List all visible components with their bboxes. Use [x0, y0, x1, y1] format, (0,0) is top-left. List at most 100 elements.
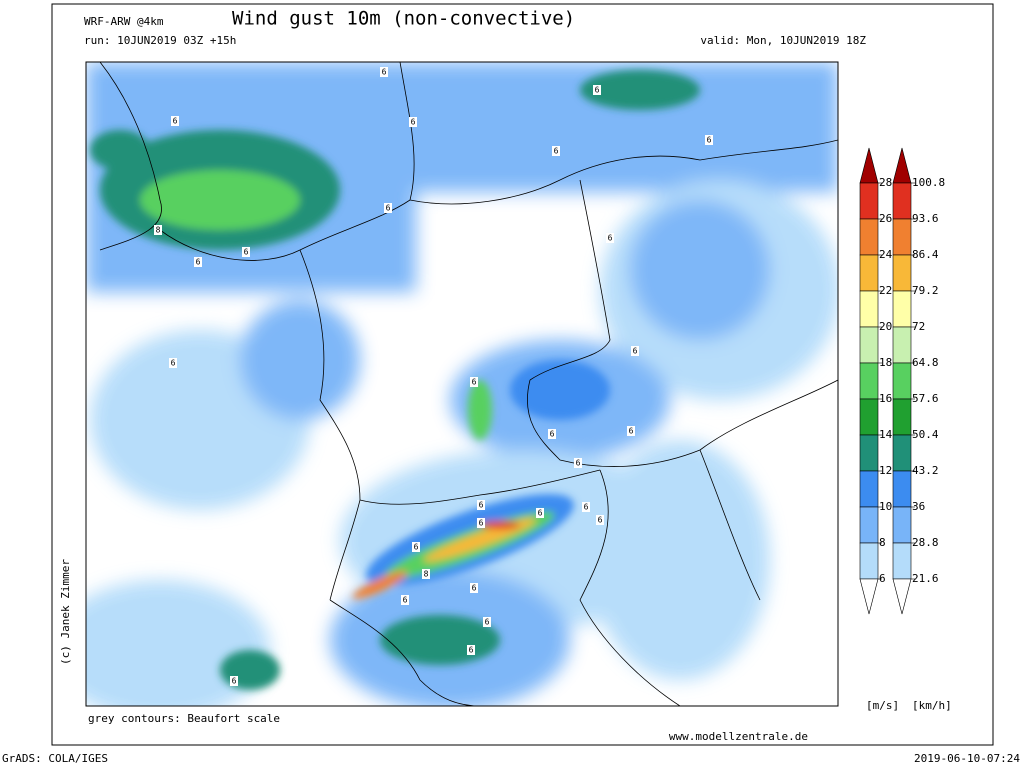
colorbar-label: 24	[879, 248, 893, 261]
colorbar-label: 36	[912, 500, 925, 513]
colorbar-band	[892, 362, 912, 400]
contour-label: 6	[554, 147, 559, 156]
contour-label-box	[380, 67, 388, 77]
contour-label: 6	[472, 584, 477, 593]
contour-label: 6	[538, 509, 543, 518]
contour-label: 8	[156, 226, 161, 235]
colorbar-bottom-arrow	[859, 578, 879, 615]
colorbar-label: 50.4	[912, 428, 939, 441]
colorbar: 28 26 24 22 20 18 16 14 12 10 8 6 100.8 93.6 86.4 79.2 7…	[859, 147, 945, 615]
colorbar-bottom-arrow	[892, 578, 912, 615]
colorbar-band	[892, 542, 912, 580]
run-info: run: 10JUN2019 03Z +15h	[84, 34, 236, 47]
colorbar-label: 22	[879, 284, 892, 297]
colorbar-band	[892, 326, 912, 364]
contour-label: 6	[196, 258, 201, 267]
contour-label-box	[171, 116, 179, 126]
map-border	[85, 61, 839, 707]
colorbar-band	[859, 434, 879, 472]
contour-label: 6	[550, 430, 555, 439]
colorbar-label: 20	[879, 320, 892, 333]
colorbar-band	[892, 506, 912, 544]
contour-label-box	[467, 645, 475, 655]
contour-label-box	[409, 117, 417, 127]
contour-label: 6	[608, 234, 613, 243]
map-field	[86, 62, 838, 706]
contour-label-box	[169, 358, 177, 368]
credit: (c) Janek Zimmer	[59, 559, 72, 665]
contour-label-box	[422, 569, 430, 579]
contour-label-box	[596, 515, 604, 525]
colorbar-band	[859, 218, 879, 256]
contour-label-box	[470, 377, 478, 387]
contour-label: 6	[629, 427, 634, 436]
contour-label: 6	[244, 248, 249, 257]
colorbar-label: 86.4	[912, 248, 939, 261]
model-name: WRF-ARW @4km	[84, 15, 164, 28]
colorbar-band	[892, 182, 912, 220]
contour-label: 6	[479, 501, 484, 510]
contour-label-box	[536, 508, 544, 518]
contour-label-box	[384, 203, 392, 213]
valid-info: valid: Mon, 10JUN2019 18Z	[700, 34, 866, 47]
contour-label: 6	[411, 118, 416, 127]
colorbar-label: 14	[879, 428, 893, 441]
contour-label: 6	[598, 516, 603, 525]
colorbar-band	[892, 398, 912, 436]
contour-label-box	[631, 346, 639, 356]
contour-label-box	[552, 146, 560, 156]
contour-label: 6	[485, 618, 490, 627]
contour-label-box	[401, 595, 409, 605]
colorbar-label: 64.8	[912, 356, 939, 369]
contour-label: 6	[171, 359, 176, 368]
map-title: Wind gust 10m (non-convective)	[232, 8, 575, 30]
contour-label: 6	[633, 347, 638, 356]
website: www.modellzentrale.de	[669, 730, 808, 743]
colorbar-label: 12	[879, 464, 892, 477]
colorbar-label: 57.6	[912, 392, 939, 405]
contour-label: 6	[173, 117, 178, 126]
contour-label: 6	[576, 459, 581, 468]
colorbar-band	[892, 434, 912, 472]
colorbar-band	[859, 254, 879, 292]
contour-label-box	[477, 518, 485, 528]
colorbar-band	[892, 290, 912, 328]
colorbar-label: 28.8	[912, 536, 939, 549]
contour-label: 6	[386, 204, 391, 213]
colorbar-band	[859, 362, 879, 400]
contour-label: 6	[595, 86, 600, 95]
colorbar-band	[859, 290, 879, 328]
contour-label: 6	[382, 68, 387, 77]
colorbar-label: 100.8	[912, 176, 945, 189]
contour-label: 6	[584, 503, 589, 512]
contour-label: 6	[414, 543, 419, 552]
colorbar-band	[859, 182, 879, 220]
contour-label-box	[242, 247, 250, 257]
colorbar-label: 79.2	[912, 284, 939, 297]
contour-label-box	[593, 85, 601, 95]
contour-label-box	[606, 233, 614, 243]
colorbar-band	[892, 254, 912, 292]
coastlines-borders	[99, 62, 838, 706]
colorbar-band	[892, 218, 912, 256]
colorbar-label: 6	[879, 572, 886, 585]
contour-label-box	[154, 225, 162, 235]
colorbar-label: 10	[879, 500, 892, 513]
colorbar-band	[859, 542, 879, 580]
colorbar-label: 43.2	[912, 464, 939, 477]
contour-label: 6	[707, 136, 712, 145]
contour-label-box	[483, 617, 491, 627]
colorbar-band	[892, 470, 912, 508]
colorbar-band	[859, 326, 879, 364]
colorbar-label: 18	[879, 356, 892, 369]
colorbar-band	[859, 506, 879, 544]
contour-label-box	[470, 583, 478, 593]
contour-label-box	[548, 429, 556, 439]
colorbar-label: 16	[879, 392, 892, 405]
contour-label: 6	[479, 519, 484, 528]
colorbar-label: 72	[912, 320, 925, 333]
contour-label: 8	[424, 570, 429, 579]
colorbar-band	[859, 398, 879, 436]
